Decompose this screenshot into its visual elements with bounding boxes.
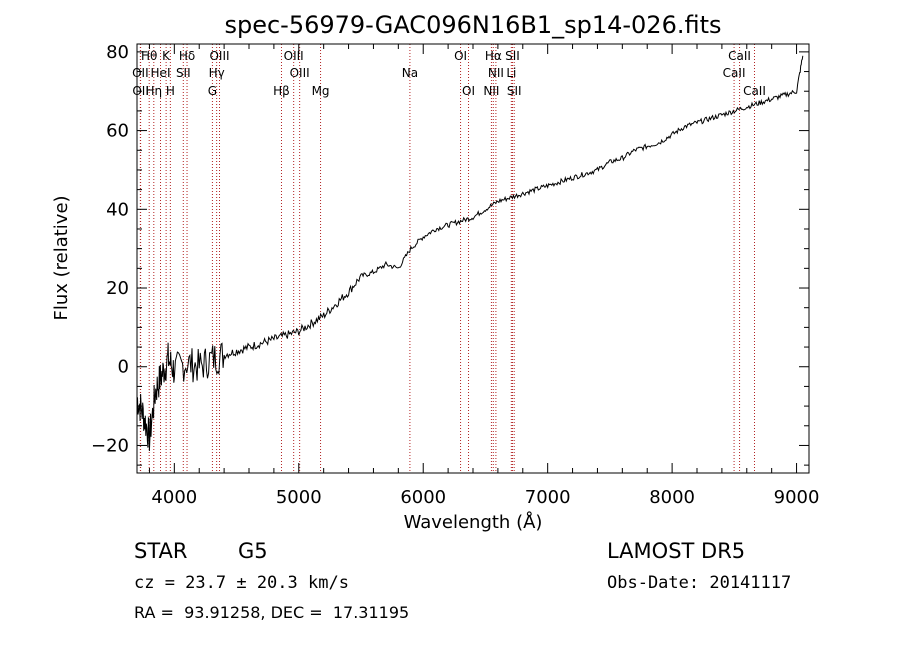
x-tick-label: 8000 (649, 487, 695, 508)
x-tick-label: 7000 (525, 487, 571, 508)
y-axis-label: Flux (relative) (51, 195, 72, 320)
spectral-line-label: OIII (284, 49, 304, 63)
x-tick-label: 4000 (151, 487, 197, 508)
spectral-line-label: H (166, 84, 175, 98)
chart-title: spec-56979-GAC096N16B1_sp14-026.fits (224, 11, 721, 39)
spectral-line-label: G (208, 84, 217, 98)
spectral-line-label: OI (462, 84, 475, 98)
spectral-line-label: Hα (485, 49, 502, 63)
spectral-line-label: Hη (145, 84, 162, 98)
spectral-line-label: NII (483, 84, 499, 98)
spectrum-line (136, 55, 804, 452)
x-tick-label: 5000 (276, 487, 322, 508)
x-tick-label: 9000 (774, 487, 820, 508)
y-tick-label: 60 (106, 121, 129, 142)
y-tick-label: 20 (106, 278, 129, 299)
redshift-text: cz = 23.7 ± 20.3 km/s (134, 573, 349, 593)
x-axis-ticks: 4000 5000 6000 7000 8000 9000 (148, 44, 820, 508)
y-tick-label: 40 (106, 199, 129, 220)
spectral-line-label: Na (402, 66, 418, 80)
spectral-line-label: OII (132, 66, 149, 80)
y-axis-ticks: −20 0 20 40 60 80 (91, 42, 809, 466)
spectral-line-label: CaII (743, 84, 766, 98)
y-tick-label: −20 (91, 435, 129, 456)
spectral-line-label: OIII (290, 66, 310, 80)
survey-label: LAMOST DR5 (607, 539, 746, 563)
spectral-subclass: G5 (238, 539, 268, 563)
spectral-line-markers (139, 44, 755, 473)
spectral-line-label: OIII (209, 49, 229, 63)
spectrum-chart: spec-56979-GAC096N16B1_sp14-026.fits Hθ K… (51, 11, 820, 533)
spectral-line-label: CaII (723, 66, 746, 80)
spectral-line-label: Mg (312, 84, 330, 98)
coordinates-text: RA = 93.91258, DEC = 17.31195 (134, 603, 410, 622)
spectral-line-label: Li (506, 66, 516, 80)
spectral-class-label: STAR (134, 539, 188, 563)
spectral-line-label: Hγ (209, 66, 225, 80)
obs-date-text: Obs-Date: 20141117 (607, 573, 792, 593)
spectral-line-label: OI (454, 49, 467, 63)
spectral-line-label: CaII (728, 49, 751, 63)
x-axis-label: Wavelength (Å) (404, 511, 543, 533)
spectral-line-label: SII (507, 84, 522, 98)
spectral-line-label: Hβ (273, 84, 290, 98)
spectral-line-label: Hδ (179, 49, 195, 63)
y-tick-label: 0 (118, 357, 129, 378)
spectral-line-label: K (162, 49, 171, 63)
y-tick-label: 80 (106, 42, 129, 63)
spectral-line-label: SII (505, 49, 520, 63)
plot-frame (136, 43, 810, 474)
spectral-line-label: HeI (151, 66, 171, 80)
spectral-line-label: NII (488, 66, 504, 80)
x-tick-label: 6000 (400, 487, 446, 508)
spectral-line-label: Hθ (141, 49, 157, 63)
spectral-line-label: SII (176, 66, 191, 80)
